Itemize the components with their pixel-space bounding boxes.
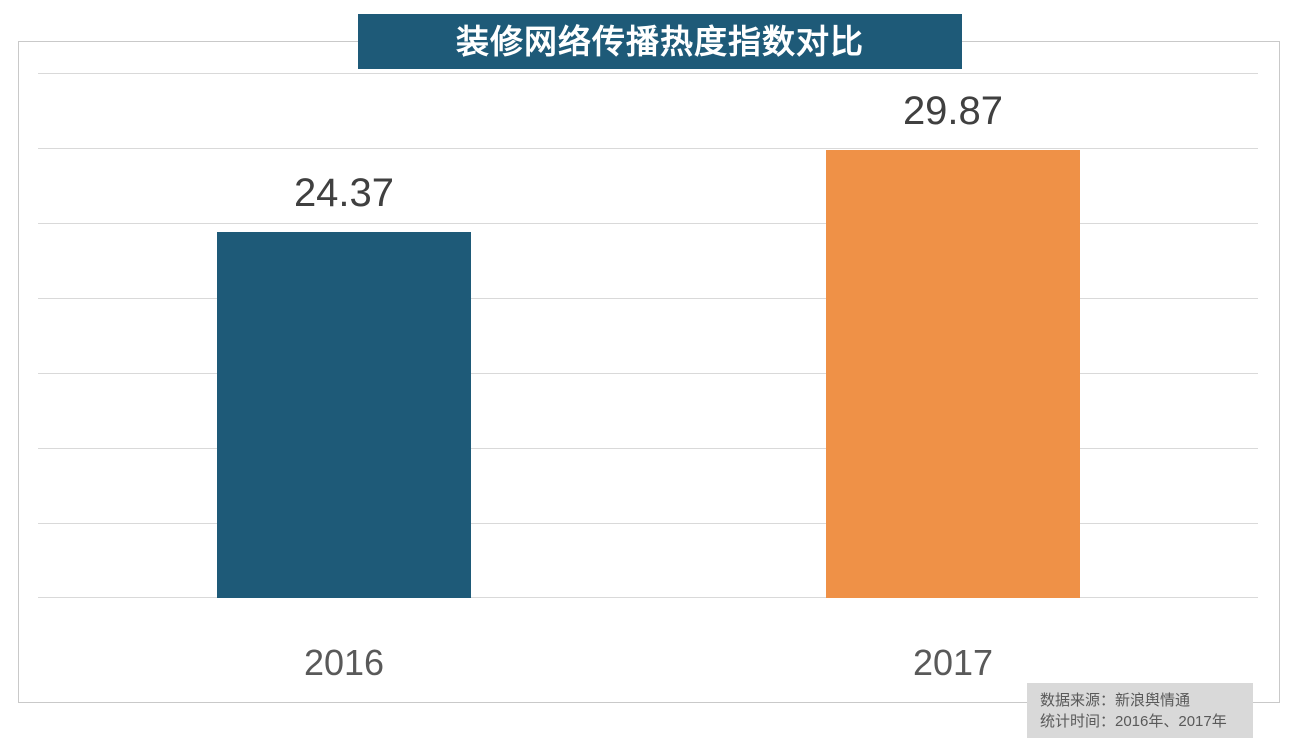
gridline xyxy=(38,223,1258,224)
gridline xyxy=(38,373,1258,374)
plot-area: 24.37 2016 29.87 2017 xyxy=(38,73,1258,683)
gridline xyxy=(38,597,1258,598)
source-note-line1: 数据来源：新浪舆情通 xyxy=(1040,692,1191,709)
bar-group-2017: 29.87 2017 xyxy=(826,73,1080,683)
gridline xyxy=(38,523,1258,524)
axis-label-2017: 2017 xyxy=(912,642,994,683)
gridline xyxy=(38,73,1258,74)
source-note: 数据来源：新浪舆情通 统计时间：2016年、2017年 xyxy=(1027,683,1253,738)
value-label-2016: 24.37 xyxy=(293,171,395,216)
gridline xyxy=(38,298,1258,299)
bar-2016 xyxy=(217,232,471,598)
gridline xyxy=(38,448,1258,449)
value-label-2017: 29.87 xyxy=(902,88,1004,133)
chart-title: 装修网络传播热度指数对比 xyxy=(358,14,962,69)
axis-label-2016: 2016 xyxy=(303,642,385,683)
bar-group-2016: 24.37 2016 xyxy=(217,73,471,683)
gridline xyxy=(38,148,1258,149)
source-note-line2: 统计时间：2016年、2017年 xyxy=(1040,713,1227,730)
bar-2017 xyxy=(826,149,1080,598)
